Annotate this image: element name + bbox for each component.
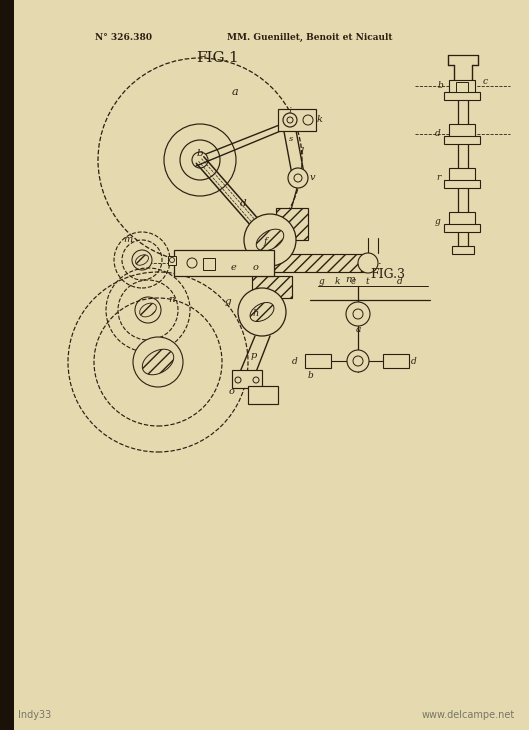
Circle shape <box>169 258 175 263</box>
Text: r: r <box>436 174 440 182</box>
Circle shape <box>235 377 241 383</box>
Text: c: c <box>189 258 195 267</box>
Text: g: g <box>319 277 325 286</box>
Text: d: d <box>240 199 247 207</box>
Text: m: m <box>345 274 355 283</box>
Text: h: h <box>253 310 259 318</box>
Bar <box>232 370 262 388</box>
Text: b: b <box>307 372 313 380</box>
Bar <box>449 80 475 94</box>
Circle shape <box>353 356 363 366</box>
Text: k: k <box>317 115 323 125</box>
Text: f: f <box>263 237 267 247</box>
Circle shape <box>253 377 259 383</box>
Text: x: x <box>289 242 295 250</box>
Bar <box>449 212 475 226</box>
Text: s: s <box>289 135 293 143</box>
Text: a: a <box>355 326 361 334</box>
Circle shape <box>135 297 161 323</box>
Circle shape <box>238 288 286 336</box>
Circle shape <box>283 113 297 127</box>
Text: p: p <box>251 350 257 359</box>
Bar <box>449 168 475 182</box>
Text: c: c <box>351 277 355 286</box>
Text: d: d <box>292 356 298 366</box>
Text: o: o <box>253 264 259 272</box>
Circle shape <box>303 115 313 125</box>
Bar <box>383 354 409 368</box>
Text: FIG.3: FIG.3 <box>370 269 405 282</box>
Text: i: i <box>288 107 291 115</box>
Text: v: v <box>309 174 315 182</box>
Circle shape <box>358 253 378 273</box>
Bar <box>305 354 331 368</box>
Text: MM. Guenillet, Benoit et Nicault: MM. Guenillet, Benoit et Nicault <box>227 33 393 42</box>
Bar <box>452 246 474 254</box>
Text: Indy33: Indy33 <box>18 710 51 720</box>
Text: t: t <box>365 277 369 286</box>
Bar <box>444 136 480 144</box>
Circle shape <box>187 258 197 268</box>
Circle shape <box>347 350 369 372</box>
Text: www.delcampe.net: www.delcampe.net <box>422 710 515 720</box>
Text: b: b <box>197 148 203 158</box>
Text: b: b <box>437 82 443 91</box>
Text: n: n <box>169 296 175 304</box>
Text: c: c <box>482 77 488 86</box>
Text: m: m <box>123 236 133 245</box>
Circle shape <box>346 302 370 326</box>
Bar <box>456 82 468 92</box>
Bar <box>276 208 308 240</box>
Bar <box>444 180 480 188</box>
Text: d: d <box>435 129 441 139</box>
Text: o: o <box>229 388 235 396</box>
Circle shape <box>288 168 308 188</box>
Bar <box>168 256 176 265</box>
Text: e: e <box>230 264 236 272</box>
Bar <box>444 92 480 100</box>
Text: g: g <box>225 298 231 307</box>
Bar <box>174 250 274 276</box>
Circle shape <box>353 309 363 319</box>
Text: FIG.1: FIG.1 <box>197 51 240 65</box>
Bar <box>203 258 215 270</box>
Bar <box>252 276 292 298</box>
Text: N° 326.380: N° 326.380 <box>95 33 152 42</box>
Text: d: d <box>411 356 417 366</box>
Text: d: d <box>397 277 403 286</box>
Circle shape <box>133 337 183 387</box>
Circle shape <box>132 250 152 270</box>
Bar <box>274 254 364 272</box>
Bar <box>248 386 278 404</box>
Bar <box>278 109 316 131</box>
Bar <box>449 124 475 138</box>
Circle shape <box>244 214 296 266</box>
Text: l: l <box>300 147 304 156</box>
Text: g: g <box>435 218 441 226</box>
Bar <box>0 0 14 730</box>
Text: k: k <box>334 277 340 286</box>
Bar <box>444 224 480 232</box>
Text: a: a <box>232 87 238 97</box>
